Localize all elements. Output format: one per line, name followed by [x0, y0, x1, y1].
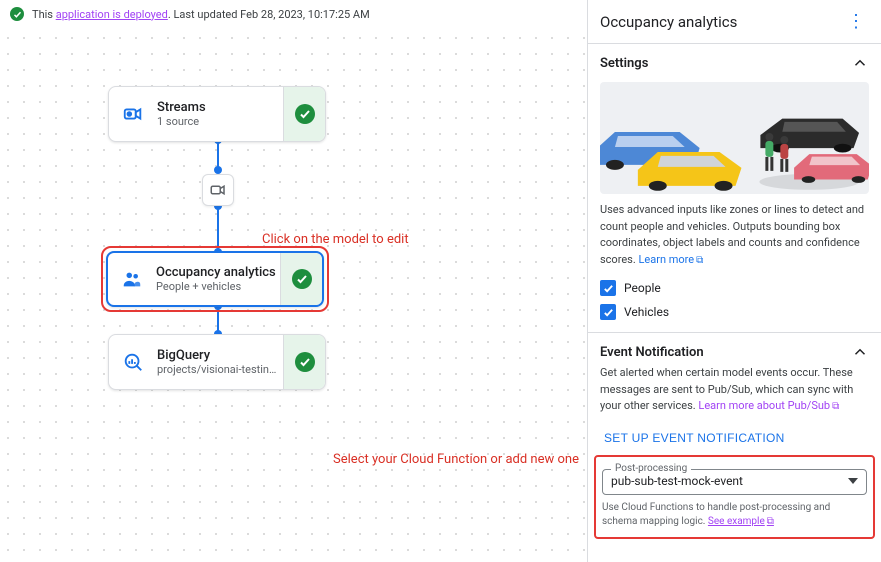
node-status: [283, 87, 325, 141]
panel-description: Uses advanced inputs like zones or lines…: [588, 194, 881, 276]
hero-illustration: [600, 82, 869, 194]
pubsub-link[interactable]: Learn more about Pub/Sub⧉: [698, 399, 839, 412]
checked-icon: [600, 304, 616, 320]
mini-camera-node[interactable]: [202, 174, 234, 206]
node-bigquery[interactable]: BigQuery projects/visionai-testing-stabl…: [108, 334, 326, 390]
panel-header: Occupancy analytics ⋮: [588, 0, 881, 44]
node-subtitle: 1 source: [157, 115, 279, 128]
event-description: Get alerted when certain model events oc…: [588, 365, 881, 423]
deployed-link[interactable]: application is deployed: [56, 8, 168, 21]
checkbox-label: Vehicles: [624, 305, 669, 319]
setup-event-button[interactable]: SET UP EVENT NOTIFICATION: [594, 423, 795, 453]
status-suffix: . Last updated Feb 28, 2023, 10:17:25 AM: [168, 8, 370, 21]
event-section-head[interactable]: Event Notification: [588, 333, 881, 365]
deployed-check-icon: [10, 7, 24, 21]
node-title: Occupancy analytics: [156, 265, 276, 280]
post-processing-select[interactable]: Post-processing pub-sub-test-mock-event: [602, 469, 867, 495]
more-menu-icon[interactable]: ⋮: [843, 9, 869, 35]
checkbox-vehicles[interactable]: Vehicles: [588, 300, 881, 324]
external-icon: ⧉: [767, 516, 774, 527]
people-icon: [108, 268, 156, 290]
success-icon: [295, 352, 315, 372]
checkbox-label: People: [624, 281, 661, 295]
bigquery-icon: [109, 351, 157, 373]
camera-icon: [109, 103, 157, 125]
checked-icon: [600, 280, 616, 296]
settings-label: Settings: [600, 56, 648, 71]
success-icon: [292, 269, 312, 289]
settings-section-head[interactable]: Settings: [588, 44, 881, 82]
node-occupancy[interactable]: Occupancy analytics People + vehicles: [106, 251, 324, 307]
node-subtitle: projects/visionai-testing-stabl...: [157, 363, 279, 376]
panel-title: Occupancy analytics: [600, 13, 737, 31]
learn-more-link[interactable]: Learn more⧉: [638, 253, 703, 266]
external-icon: ⧉: [696, 255, 703, 266]
success-icon: [295, 104, 315, 124]
post-processing-highlight: Post-processing pub-sub-test-mock-event …: [594, 455, 875, 539]
annotation-edit: Click on the model to edit: [262, 232, 409, 247]
annotation-select-cf: Select your Cloud Function or add new on…: [333, 452, 579, 467]
node-subtitle: People + vehicles: [156, 280, 276, 293]
chevron-up-icon: [851, 54, 869, 72]
chevron-up-icon: [851, 343, 869, 361]
event-label: Event Notification: [600, 345, 704, 360]
edge-streams-mini: [217, 140, 219, 170]
status-prefix: This: [32, 8, 53, 21]
field-value: pub-sub-test-mock-event: [611, 474, 848, 488]
node-title: Streams: [157, 100, 279, 115]
external-icon: ⧉: [832, 401, 839, 412]
dropdown-arrow-icon: [848, 478, 858, 484]
node-status: [283, 335, 325, 389]
status-bar: This application is deployed. Last updat…: [0, 0, 587, 28]
pp-description: Use Cloud Functions to handle post-proce…: [602, 501, 867, 529]
see-example-link[interactable]: See example⧉: [708, 516, 774, 527]
details-panel: Occupancy analytics ⋮ Settings: [587, 0, 881, 562]
node-status: [280, 253, 322, 305]
graph-canvas[interactable]: This application is deployed. Last updat…: [0, 0, 587, 562]
node-streams[interactable]: Streams 1 source: [108, 86, 326, 142]
field-label: Post-processing: [611, 463, 691, 474]
selected-highlight: Occupancy analytics People + vehicles: [101, 246, 329, 312]
checkbox-people[interactable]: People: [588, 276, 881, 300]
node-title: BigQuery: [157, 348, 279, 363]
